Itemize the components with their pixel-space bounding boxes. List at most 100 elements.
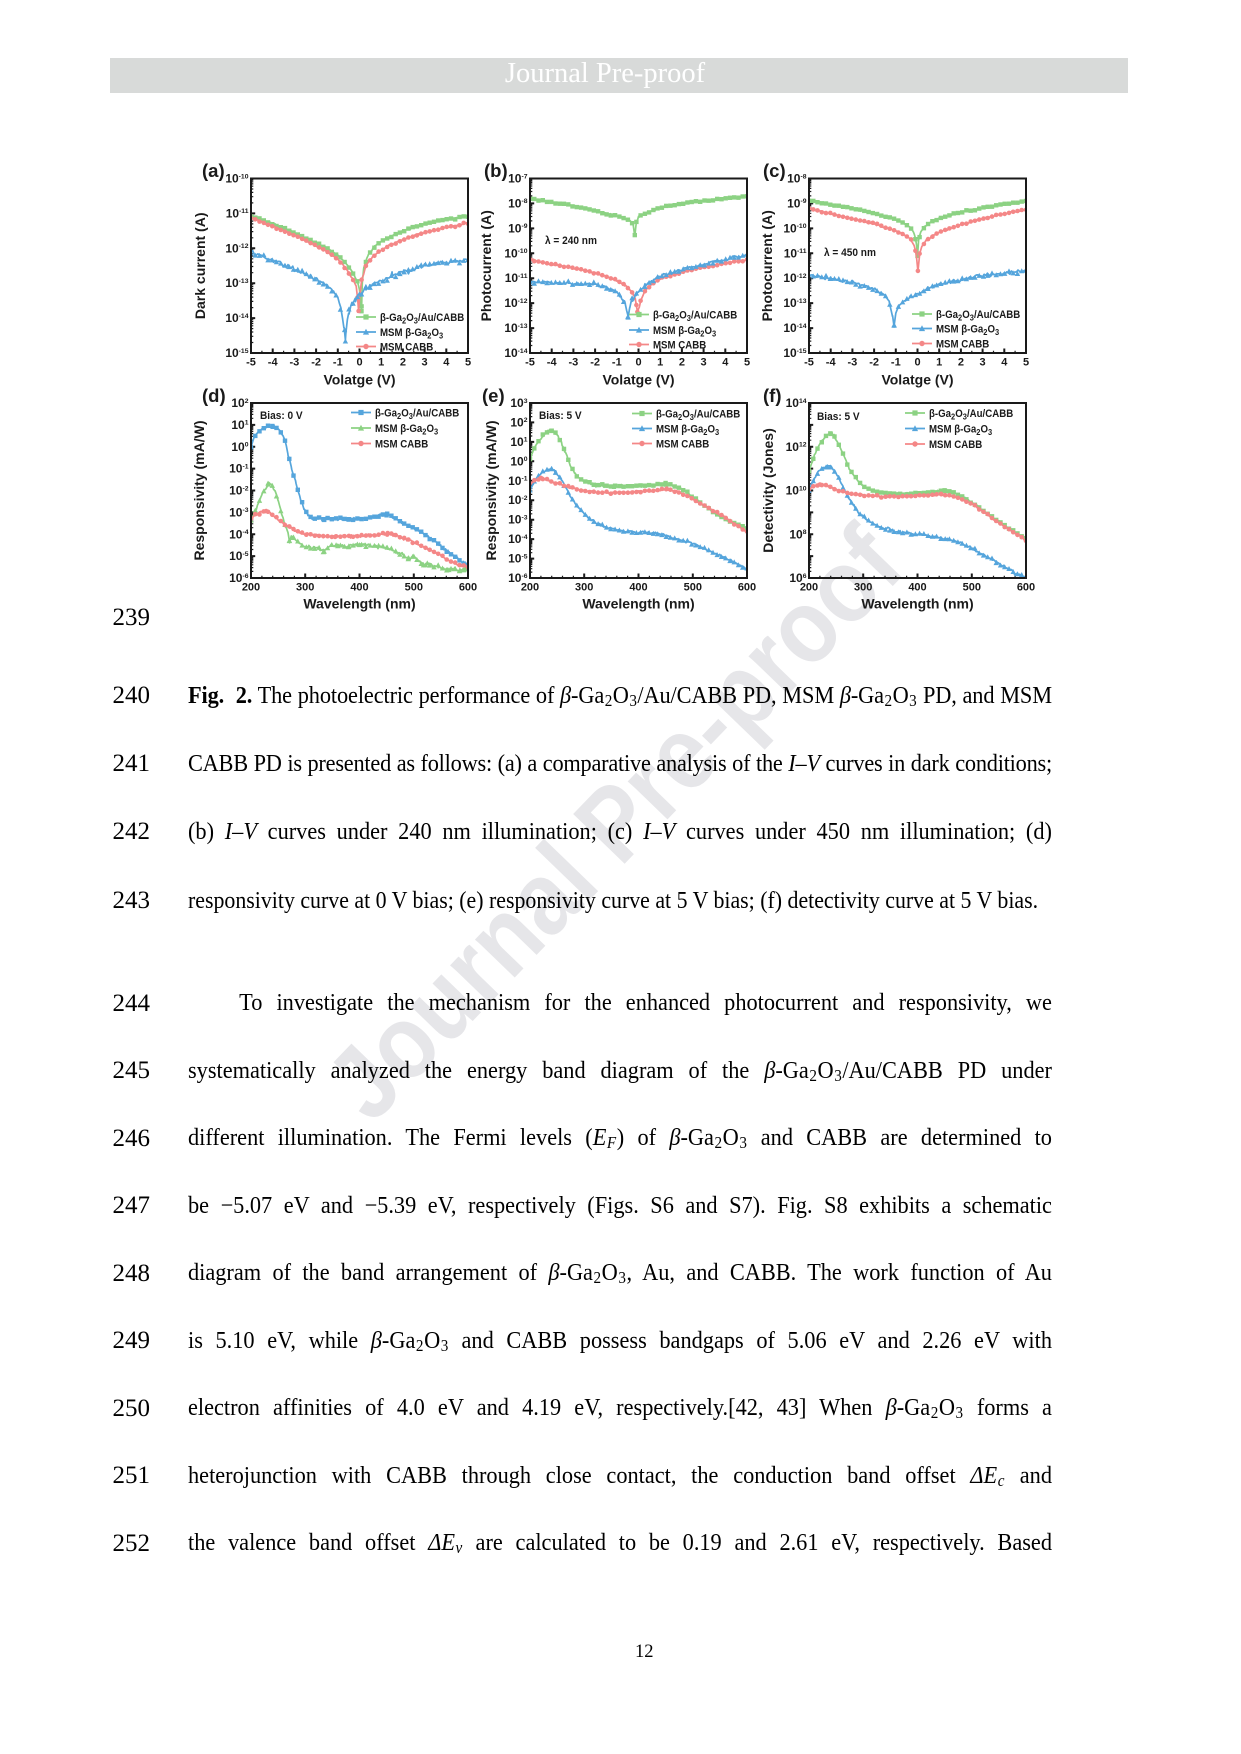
svg-text:Detectivity (Jones): Detectivity (Jones): [760, 428, 776, 552]
svg-text:300: 300: [854, 582, 872, 594]
svg-text:10-7: 10-7: [508, 172, 528, 186]
svg-text:10-4: 10-4: [229, 527, 249, 541]
svg-text:10-1: 10-1: [229, 462, 249, 476]
svg-text:600: 600: [459, 582, 477, 594]
svg-text:Volatge (V): Volatge (V): [323, 372, 395, 388]
svg-text:0: 0: [914, 357, 920, 369]
svg-text:10-5: 10-5: [508, 552, 528, 566]
svg-text:Photocurrent (A): Photocurrent (A): [759, 210, 775, 321]
svg-text:10-13: 10-13: [783, 296, 806, 310]
svg-text:3: 3: [422, 357, 428, 369]
svg-text:MSM CABB: MSM CABB: [929, 440, 983, 452]
svg-text:1: 1: [657, 357, 663, 369]
svg-text:(d): (d): [202, 385, 226, 406]
svg-text:-2: -2: [311, 357, 321, 369]
svg-text:MSM CABB: MSM CABB: [936, 339, 990, 351]
svg-text:103: 103: [510, 396, 527, 410]
svg-text:4: 4: [443, 357, 450, 369]
svg-text:-1: -1: [333, 357, 343, 369]
svg-text:500: 500: [684, 582, 702, 594]
svg-text:Photocurrent (A): Photocurrent (A): [478, 210, 494, 321]
svg-text:MSM CABB: MSM CABB: [380, 342, 434, 354]
svg-text:10-13: 10-13: [504, 321, 527, 335]
svg-text:Volatge (V): Volatge (V): [881, 372, 953, 388]
svg-text:200: 200: [521, 582, 539, 594]
svg-text:10-10: 10-10: [783, 221, 806, 235]
svg-text:0: 0: [635, 357, 641, 369]
svg-text:10-12: 10-12: [783, 271, 806, 285]
svg-text:-3: -3: [290, 357, 300, 369]
svg-text:4: 4: [1001, 357, 1008, 369]
svg-text:Volatge (V): Volatge (V): [602, 372, 674, 388]
svg-text:(e): (e): [482, 385, 505, 406]
svg-text:101: 101: [510, 435, 527, 449]
svg-text:10-14: 10-14: [783, 321, 806, 335]
svg-text:Bias: 5 V: Bias: 5 V: [817, 411, 860, 423]
svg-text:-3: -3: [569, 357, 579, 369]
svg-text:10-10: 10-10: [504, 246, 527, 260]
svg-text:400: 400: [350, 582, 368, 594]
svg-text:10-14: 10-14: [225, 311, 248, 325]
svg-text:10-11: 10-11: [505, 271, 528, 285]
svg-text:600: 600: [1017, 582, 1035, 594]
svg-text:500: 500: [963, 582, 981, 594]
svg-text:10-12: 10-12: [504, 296, 527, 310]
svg-text:Bias: 5 V: Bias: 5 V: [539, 410, 582, 422]
svg-text:β-Ga2 O3 /Au/CABB: β-Ga2 O3 /Au/CABB: [653, 310, 738, 323]
svg-text:1012: 1012: [786, 440, 807, 454]
svg-text:-4: -4: [547, 357, 558, 369]
svg-text:10-15: 10-15: [783, 346, 806, 360]
svg-text:-5: -5: [804, 357, 814, 369]
svg-text:10-10: 10-10: [225, 172, 248, 186]
svg-text:-5: -5: [246, 357, 256, 369]
svg-text:10-4: 10-4: [508, 532, 528, 546]
svg-text:4: 4: [722, 357, 729, 369]
svg-text:5: 5: [465, 357, 471, 369]
svg-text:200: 200: [800, 582, 818, 594]
svg-text:300: 300: [296, 582, 314, 594]
svg-text:10-3: 10-3: [229, 505, 249, 519]
svg-text:λ = 240 nm: λ = 240 nm: [545, 235, 597, 247]
svg-text:MSM β-Ga2 O3: MSM β-Ga2 O3: [929, 424, 993, 437]
svg-text:β-Ga2 O3 /Au/CABB: β-Ga2 O3 /Au/CABB: [936, 310, 1021, 323]
svg-text:500: 500: [405, 582, 423, 594]
svg-text:10-8: 10-8: [508, 196, 528, 210]
svg-text:Wavelength (nm): Wavelength (nm): [303, 596, 415, 612]
svg-text:-3: -3: [848, 357, 858, 369]
svg-text:10-13: 10-13: [225, 276, 248, 290]
svg-text:MSM β-Ga2 O3: MSM β-Ga2 O3: [653, 326, 717, 339]
svg-text:(a): (a): [202, 160, 225, 181]
svg-text:-1: -1: [891, 357, 901, 369]
svg-text:600: 600: [738, 582, 756, 594]
svg-text:10-15: 10-15: [225, 346, 248, 360]
svg-text:-1: -1: [612, 357, 622, 369]
svg-text:β-Ga2 O3 /Au/CABB: β-Ga2 O3 /Au/CABB: [929, 409, 1014, 422]
svg-text:β-Ga2 O3 /Au/CABB: β-Ga2 O3 /Au/CABB: [656, 409, 741, 422]
svg-text:10-8: 10-8: [787, 172, 807, 186]
svg-text:1: 1: [936, 357, 942, 369]
svg-text:MSM β-Ga2 O3: MSM β-Ga2 O3: [375, 424, 439, 437]
svg-text:-2: -2: [869, 357, 879, 369]
svg-text:10-2: 10-2: [508, 493, 528, 507]
svg-text:10-1: 10-1: [508, 474, 528, 488]
svg-text:400: 400: [629, 582, 647, 594]
svg-text:(f): (f): [763, 385, 781, 406]
svg-text:Responsivity (mA/W): Responsivity (mA/W): [483, 420, 499, 560]
svg-text:Responsivity (mA/W): Responsivity (mA/W): [191, 420, 207, 560]
svg-text:10-3: 10-3: [508, 513, 528, 527]
svg-text:2: 2: [400, 357, 406, 369]
svg-text:10-9: 10-9: [508, 221, 528, 235]
svg-text:100: 100: [231, 440, 248, 454]
svg-text:MSM β-Ga2 O3: MSM β-Ga2 O3: [380, 328, 444, 341]
svg-text:10-6: 10-6: [229, 571, 249, 585]
svg-text:2: 2: [958, 357, 964, 369]
svg-text:-5: -5: [525, 357, 535, 369]
svg-text:5: 5: [1023, 357, 1029, 369]
svg-text:102: 102: [510, 415, 527, 429]
svg-text:Dark current (A): Dark current (A): [192, 213, 208, 320]
svg-text:3: 3: [980, 357, 986, 369]
svg-text:1: 1: [378, 357, 384, 369]
svg-text:300: 300: [575, 582, 593, 594]
svg-text:10-6: 10-6: [508, 571, 528, 585]
svg-text:λ = 450 nm: λ = 450 nm: [824, 247, 876, 259]
